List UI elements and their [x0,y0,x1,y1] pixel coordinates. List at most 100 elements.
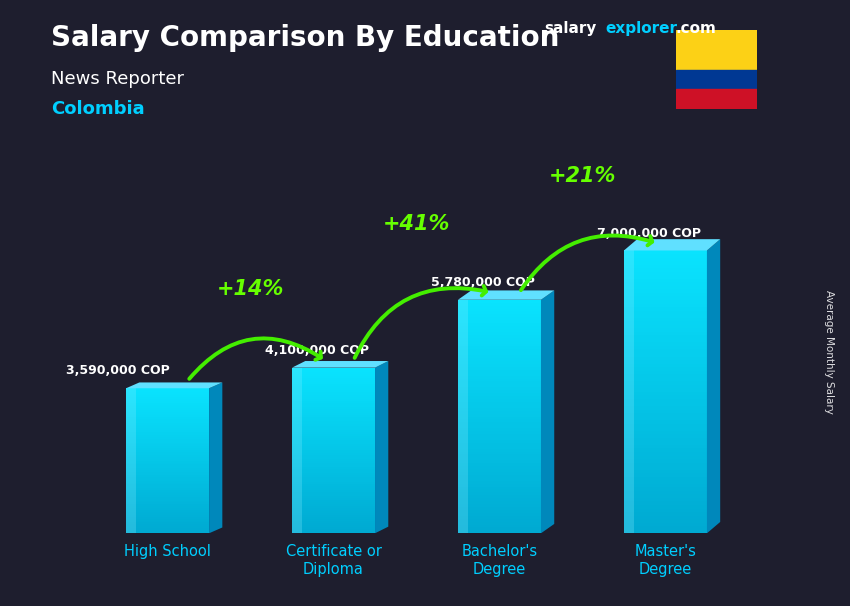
Bar [292,368,302,533]
Bar [624,254,707,258]
Bar [624,388,707,392]
Bar [458,446,541,448]
Bar [458,311,541,315]
Bar [292,407,375,409]
Bar [624,420,707,424]
Bar [292,521,375,523]
Bar [676,30,756,70]
Bar [624,392,707,395]
Bar [292,446,375,448]
Bar [458,390,541,393]
Bar [624,331,707,335]
Bar [458,510,541,513]
Bar [126,390,209,392]
Bar [624,459,707,462]
Bar [292,513,375,514]
Bar [126,522,209,524]
Bar [624,399,707,402]
Bar [458,419,541,422]
Bar [624,356,707,360]
Bar [292,519,375,521]
Bar [126,418,209,419]
Bar [624,456,707,459]
Bar [458,347,541,350]
Bar [292,471,375,473]
Bar [458,358,541,361]
Bar [292,430,375,432]
Bar [126,475,209,477]
Bar [126,455,209,457]
Polygon shape [375,361,388,533]
Bar [624,378,707,381]
Bar [292,492,375,494]
Bar [292,479,375,482]
Bar [458,434,541,437]
Bar [624,296,707,300]
Bar [624,275,707,279]
Text: Average Monthly Salary: Average Monthly Salary [824,290,834,413]
Bar [126,519,209,521]
Bar [126,499,209,501]
Bar [624,271,707,275]
Bar [292,467,375,469]
Bar [292,454,375,457]
Bar [458,454,541,458]
Bar [292,428,375,430]
Bar [292,399,375,401]
Bar [292,485,375,488]
Bar [292,463,375,465]
Bar [292,384,375,386]
Bar [624,286,707,290]
Bar [624,339,707,342]
Bar [126,502,209,504]
Bar [624,410,707,413]
Bar [126,526,209,528]
Bar [292,374,375,376]
Bar [292,448,375,450]
Text: News Reporter: News Reporter [51,70,184,88]
Bar [126,441,209,442]
Bar [292,393,375,395]
Bar [126,530,209,531]
Bar [292,461,375,463]
Bar [292,488,375,490]
Text: explorer: explorer [605,21,677,36]
Polygon shape [458,290,554,300]
Bar [624,300,707,304]
Bar [292,465,375,467]
Bar [458,364,541,367]
Bar [292,378,375,380]
Bar [292,436,375,438]
Bar [126,481,209,482]
Bar [624,318,707,321]
Bar [458,399,541,402]
Bar [676,70,756,89]
Bar [624,441,707,445]
Bar [126,442,209,444]
Bar [458,335,541,338]
Bar [126,462,209,464]
Bar [624,325,707,328]
Bar [126,424,209,426]
Bar [624,470,707,473]
Bar [624,350,707,353]
Bar [624,282,707,286]
Bar [126,394,209,396]
Bar [126,508,209,510]
Bar [624,431,707,435]
Bar [126,477,209,479]
Bar [458,461,541,463]
Bar [292,434,375,436]
Bar [624,526,707,530]
Text: 5,780,000 COP: 5,780,000 COP [431,276,535,289]
Bar [292,368,375,370]
Polygon shape [126,382,223,388]
Bar [126,511,209,513]
Bar [624,424,707,427]
Bar [292,469,375,471]
Bar [676,89,756,109]
Bar [458,448,541,451]
Bar [126,412,209,414]
Bar [292,500,375,502]
Bar [292,459,375,461]
